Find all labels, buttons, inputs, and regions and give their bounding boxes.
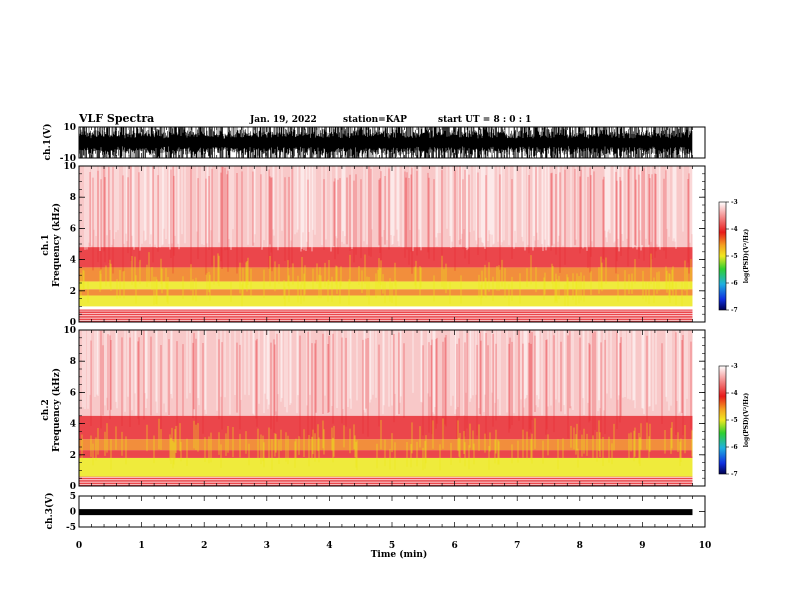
ch1-waveform-ylabel: ch.1(V) — [42, 124, 53, 161]
ch1-waveform-trace — [78, 127, 693, 158]
ch1-colorbar-label: log(PSD)(V²/Hz) — [743, 229, 750, 284]
ch2-spectrogram-ytick-label: 2 — [70, 451, 76, 461]
ch1-spectrogram-ytick-label: 8 — [70, 193, 76, 203]
ch1-spectrogram-band — [79, 267, 693, 282]
x-tick-label: 10 — [699, 541, 712, 551]
ch1-spectrogram-band — [79, 295, 693, 307]
ch2-spectrogram-ylabel-channel: ch.2 — [41, 399, 51, 420]
x-tick-label: 1 — [138, 541, 144, 551]
ch1-colorbar-ticks: -3 -4 -5 -6 -7 — [726, 199, 738, 314]
ch2-spectrogram-texture-light — [82, 330, 688, 416]
colorbar-tick-label: -5 — [731, 253, 738, 260]
ch2-colorbar-ticks: -3 -4 -5 -6 -7 — [726, 363, 738, 478]
ch2-colorbar — [718, 365, 727, 475]
colorbar-tick-label: -7 — [731, 471, 738, 478]
ch1-colorbar — [718, 201, 727, 311]
date-label: Jan. 19, 2022 — [249, 115, 317, 125]
colorbar-tick-label: -6 — [731, 280, 738, 287]
x-tick-label: 9 — [639, 541, 645, 551]
x-tick-label: 2 — [201, 541, 207, 551]
colorbar-tick-label: -7 — [731, 307, 738, 314]
ch2-spectrogram-band — [79, 457, 693, 477]
ch2-spectrogram-ylabel-freq: Frequency (kHz) — [51, 368, 62, 452]
ch1-spectrogram-ytick-label: 0 — [70, 318, 76, 328]
ch3-waveform-ytick-label: 5 — [70, 492, 76, 502]
ch2-spectrogram-ytick-label: 8 — [70, 357, 76, 367]
x-axis-label: Time (min) — [371, 549, 428, 560]
chart-title: VLF Spectra — [78, 112, 154, 125]
ch2-spectrogram-ytick-label: 4 — [70, 420, 76, 430]
x-tick-label: 0 — [76, 541, 82, 551]
colorbar-tick-label: -4 — [731, 390, 738, 397]
ch1-spectrogram-texture-red — [89, 166, 690, 275]
station-label: station=KAP — [343, 115, 407, 125]
ch2-spectrogram-texture-red — [90, 330, 692, 439]
x-tick-labels: 0 1 2 3 4 5 6 7 8 9 10 — [76, 541, 711, 551]
x-tick-label: 5 — [389, 541, 395, 551]
ch2-spectrogram-band — [79, 450, 693, 458]
ch2-spectrogram-band — [79, 415, 693, 440]
ch2-spectrogram-ytick-label: 10 — [63, 326, 76, 336]
ch1-spectrogram-band — [79, 281, 693, 290]
ch3-waveform-ytick-label: -5 — [66, 523, 76, 533]
ch2-spectrogram-ytick-label: 0 — [70, 482, 76, 492]
colorbar-tick-label: -5 — [731, 417, 738, 424]
ch3-waveform-panel: 5 0 -5 — [66, 492, 706, 533]
x-tick-label: 8 — [577, 541, 583, 551]
colorbar-tick-label: -4 — [731, 226, 738, 233]
ch1-waveform-ytick-label: -10 — [60, 154, 76, 164]
ch1-spectrogram-band — [79, 289, 693, 296]
colorbar-tick-label: -6 — [731, 444, 738, 451]
ch1-spectrogram-ylabel-freq: Frequency (kHz) — [51, 203, 62, 287]
ch1-waveform-ytick-label: 10 — [63, 123, 76, 133]
ch2-spectrogram-band — [79, 476, 693, 486]
ch1-spectrogram-ytick-label: 10 — [63, 162, 76, 172]
x-tick-label: 6 — [451, 541, 457, 551]
colorbar-tick-label: -3 — [731, 363, 738, 370]
x-tick-label: 3 — [264, 541, 270, 551]
ch3-waveform-ylabel: ch.3(V) — [44, 493, 55, 530]
ch1-spectrogram-texture-light — [84, 166, 693, 252]
ch1-spectrogram-ylabel-channel: ch.1 — [41, 234, 51, 255]
x-tick-label: 4 — [326, 541, 332, 551]
ch2-spectrogram-band — [79, 439, 693, 451]
ch2-spectrogram-texture-yellow — [81, 418, 693, 471]
ch2-colorbar-label: log(PSD)(V²/Hz) — [743, 393, 750, 448]
colorbar-tick-label: -3 — [731, 199, 738, 206]
ch1-spectrogram-panel: 0 2 4 6 8 10 — [63, 162, 706, 328]
ch1-waveform-panel: 10 -10 — [60, 123, 706, 164]
x-tick-label: 7 — [514, 541, 520, 551]
start-time-label: start UT = 8 : 0 : 1 — [438, 115, 531, 125]
ch3-waveform-trace — [79, 509, 693, 516]
ch2-spectrogram-ytick-label: 6 — [70, 388, 76, 398]
ch2-spectrogram-panel: 0 2 4 6 8 10 — [63, 326, 706, 492]
ch1-spectrogram-ytick-label: 2 — [70, 287, 76, 297]
ch3-waveform-ytick-label: 0 — [70, 508, 76, 518]
ch1-spectrogram-ytick-label: 4 — [70, 256, 76, 266]
ch1-spectrogram-ytick-label: 6 — [70, 224, 76, 234]
ch1-spectrogram-band — [79, 247, 693, 268]
